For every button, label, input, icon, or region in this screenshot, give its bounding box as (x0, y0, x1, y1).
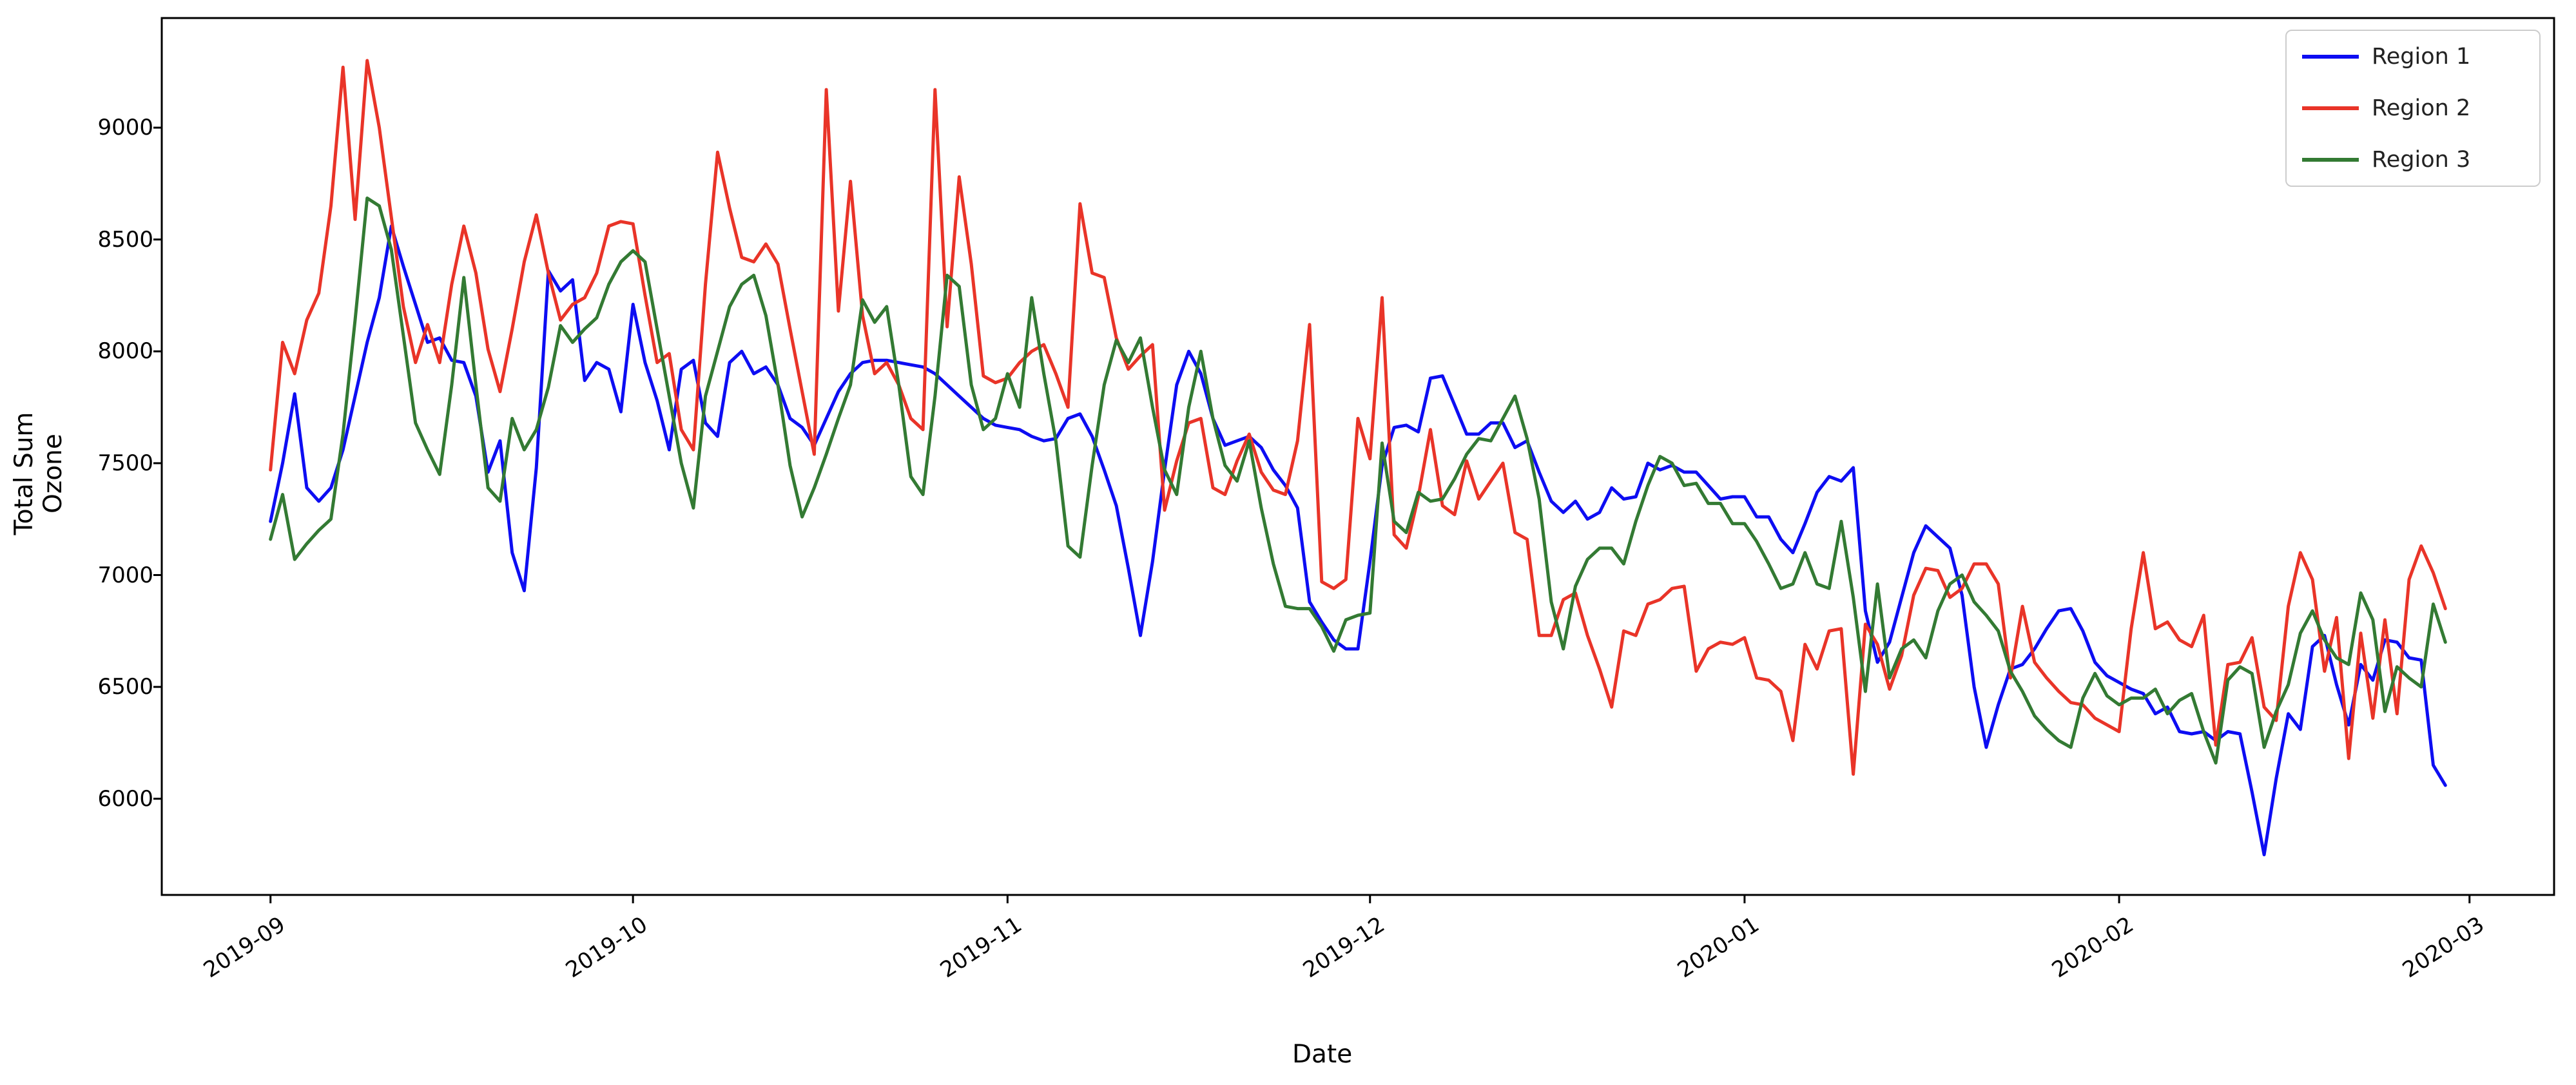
y-tick-label: 6000 (97, 785, 153, 812)
legend-line-swatch (2302, 158, 2359, 162)
legend[interactable]: Region 1 Region 2 Region 3 (2285, 30, 2541, 187)
legend-line-swatch (2302, 55, 2359, 59)
y-tick-label: 9000 (97, 115, 153, 141)
legend-line-swatch (2302, 106, 2359, 110)
y-tick-label: 7000 (97, 562, 153, 588)
legend-label: Region 1 (2372, 44, 2471, 70)
legend-label: Region 2 (2372, 95, 2471, 121)
y-tick-label: 8500 (97, 226, 153, 253)
series-line-2 (269, 59, 2447, 776)
y-tick-label: 7500 (97, 450, 153, 476)
legend-entry-3[interactable]: Region 3 (2287, 134, 2539, 186)
series-line-3 (269, 197, 2447, 765)
series-line-1 (269, 224, 2447, 856)
y-axis-label: Total Sum Ozone (10, 412, 68, 535)
legend-entry-2[interactable]: Region 2 (2287, 82, 2539, 134)
y-tick-label: 8000 (97, 338, 153, 365)
x-axis-label: Date (1292, 1040, 1353, 1069)
y-tick-label: 6500 (97, 674, 153, 700)
legend-label: Region 3 (2372, 147, 2471, 173)
legend-entry-1[interactable]: Region 1 (2287, 31, 2539, 82)
plot-border (160, 17, 2555, 896)
